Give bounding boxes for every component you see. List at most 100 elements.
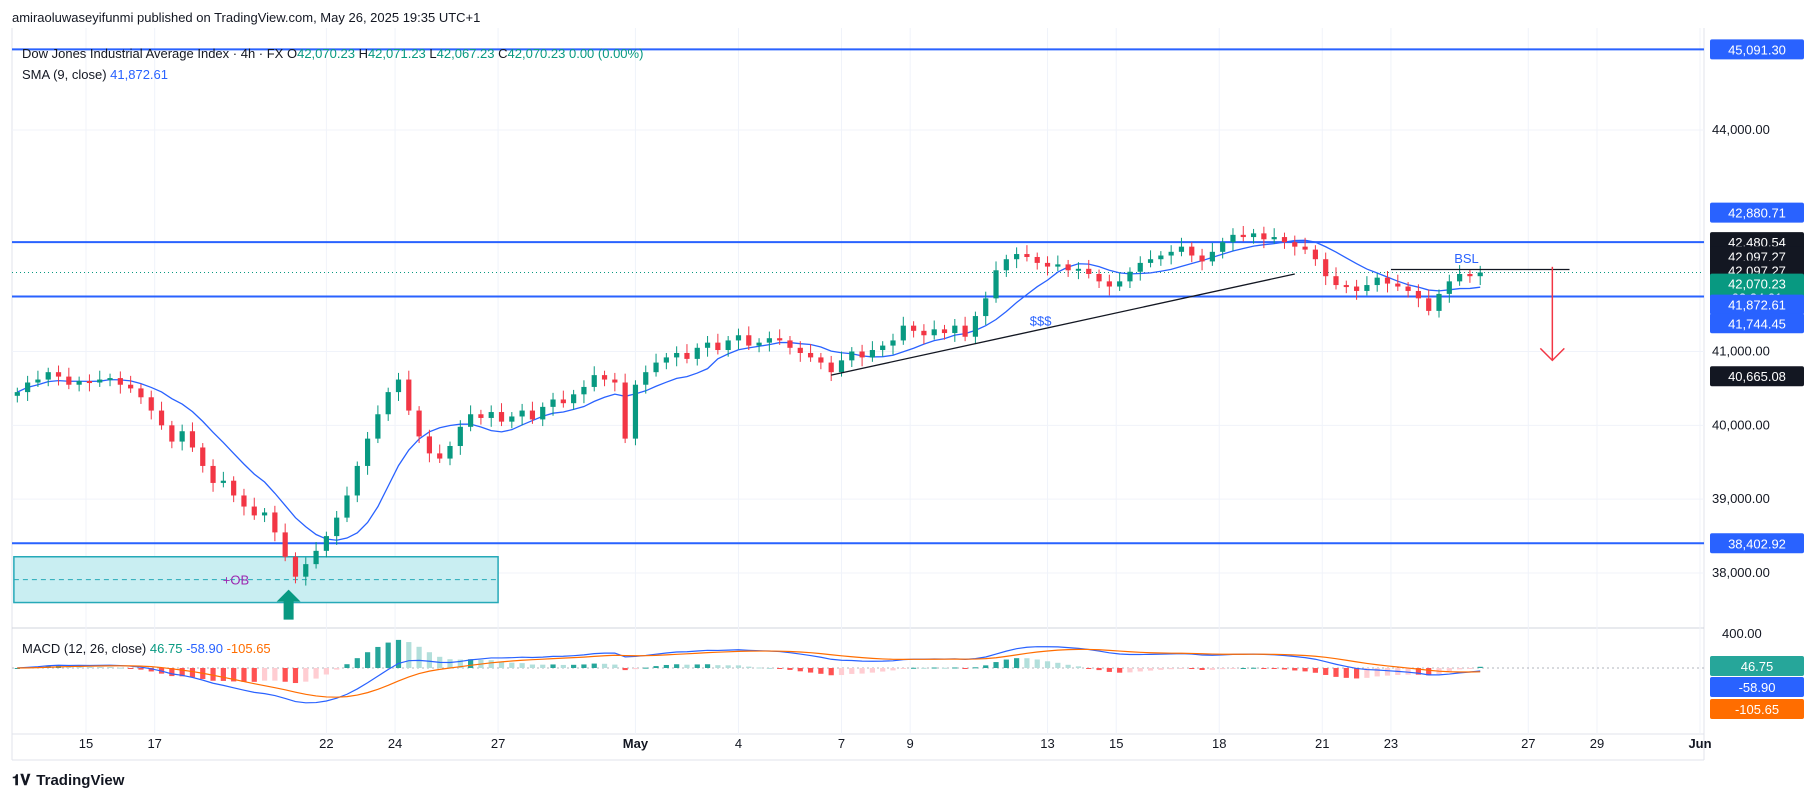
macd-hist-bar xyxy=(807,668,814,673)
price-badge-text: 42,070.23 xyxy=(1728,277,1786,292)
macd-hist-bar xyxy=(148,668,154,672)
macd-hist-bar xyxy=(540,664,546,668)
sma-label: SMA (9, close) xyxy=(22,67,107,82)
high-label: H xyxy=(358,46,368,61)
macd-hist-bar xyxy=(1178,668,1185,669)
order-block-zone xyxy=(13,556,499,604)
candle-body xyxy=(777,338,783,341)
tradingview-icon: 𝟏𝐕 xyxy=(12,772,31,789)
candle-body xyxy=(972,316,979,337)
candle-body xyxy=(787,340,793,348)
macd-hist-bar xyxy=(447,659,453,668)
macd-hist-bar xyxy=(674,664,680,668)
macd-hist-bar xyxy=(128,668,134,669)
candle-body xyxy=(1343,285,1349,288)
macd-hist-bar xyxy=(1250,667,1257,669)
candle-body xyxy=(900,325,906,341)
candle-body xyxy=(643,372,649,385)
macd-hist-bar xyxy=(735,665,742,668)
macd-hist-bar xyxy=(993,662,999,668)
candle-body xyxy=(1271,237,1277,240)
candle-body xyxy=(993,270,999,299)
y-tick-label: 39,000.00 xyxy=(1712,491,1770,506)
candle-body xyxy=(684,352,690,359)
tradingview-logo[interactable]: 𝟏𝐕 TradingView xyxy=(12,772,124,789)
macd-hist-bar xyxy=(1405,668,1411,675)
macd-hist-bar xyxy=(1096,668,1102,671)
macd-hist-bar xyxy=(1261,668,1267,669)
macd-hist-bar xyxy=(1467,668,1473,669)
y-tick-label: 41,000.00 xyxy=(1712,344,1770,359)
candle-body xyxy=(1333,276,1339,286)
macd-hist-bar xyxy=(663,664,669,668)
candle-body xyxy=(911,325,917,331)
macd-hist-bar xyxy=(1024,658,1030,668)
macd-hist-bar xyxy=(1384,668,1391,676)
candle-body xyxy=(1003,259,1009,271)
candle-body xyxy=(746,335,752,346)
macd-hist-bar xyxy=(941,667,948,669)
candle-body xyxy=(76,381,82,385)
price-badge xyxy=(1710,366,1804,387)
macd-hist-bar xyxy=(416,646,422,668)
price-badge-text: 40,665.08 xyxy=(1728,369,1786,384)
candle-body xyxy=(838,360,845,373)
x-tick-label: 9 xyxy=(907,736,914,751)
candle-body xyxy=(107,378,113,381)
price-badge xyxy=(1710,202,1804,223)
macd-hist-bar xyxy=(313,668,319,679)
macd-hist-bar xyxy=(694,664,700,668)
macd-hist-bar xyxy=(1127,668,1133,673)
macd-hist-bar xyxy=(1044,661,1051,668)
candle-body xyxy=(797,347,803,353)
candle-body xyxy=(1024,254,1030,257)
candle-body xyxy=(364,438,371,466)
macd-hist-bar xyxy=(529,664,536,668)
candle-body xyxy=(1405,286,1411,291)
macd-hist-bar xyxy=(1230,668,1236,669)
candle-body xyxy=(189,431,196,448)
macd-hist-bar xyxy=(1281,668,1288,670)
macd-hist-bar xyxy=(488,660,494,668)
macd-hist-bar xyxy=(983,665,989,668)
candle-body xyxy=(86,381,93,384)
x-tick-label: 18 xyxy=(1212,736,1226,751)
candle-body xyxy=(128,384,134,389)
macd-hist-bar xyxy=(1065,664,1071,668)
macd-hist-bar xyxy=(643,667,649,669)
macd-hist-bar xyxy=(1333,668,1339,677)
candle-body xyxy=(1415,290,1422,299)
annotation-zones: +OB xyxy=(13,556,499,604)
symbol-legend: Dow Jones Industrial Average Index · 4h … xyxy=(22,46,643,61)
macd-hist-bar xyxy=(1343,668,1349,678)
macd-hist-bar xyxy=(282,668,288,682)
macd-hist-bar xyxy=(426,652,433,668)
macd-hist-bar xyxy=(838,668,845,676)
candle-body xyxy=(406,379,412,411)
candle-body xyxy=(169,425,175,442)
macd-hist-bar xyxy=(1055,662,1061,668)
macd-hist-bar xyxy=(766,667,772,669)
macd-hist-bar xyxy=(323,668,329,675)
macd-hist-bar xyxy=(292,668,299,684)
candle-body xyxy=(158,410,165,426)
macd-hist-bar xyxy=(612,664,618,668)
macd-hist-bar xyxy=(550,664,556,668)
price-badge-text: 45,091.30 xyxy=(1728,42,1786,57)
macd-hist-bar xyxy=(869,668,875,673)
sma-layer xyxy=(17,239,1481,541)
macd-hist-bar xyxy=(272,668,278,681)
candle-body xyxy=(323,536,329,551)
candle-body xyxy=(1436,293,1442,311)
macd-hist-bar xyxy=(1426,668,1432,676)
x-tick-label: 22 xyxy=(319,736,333,751)
macd-hist-badge xyxy=(1710,656,1804,676)
candle-body xyxy=(1230,234,1236,243)
macd-hist-bar xyxy=(725,665,731,668)
candle-body xyxy=(704,342,711,348)
candle-body xyxy=(200,447,206,466)
macd-hist-bar xyxy=(1137,668,1143,672)
candle-body xyxy=(478,414,484,418)
macd-label: MACD (12, 26, close) xyxy=(22,641,147,656)
down-arrow-head xyxy=(1539,347,1565,362)
